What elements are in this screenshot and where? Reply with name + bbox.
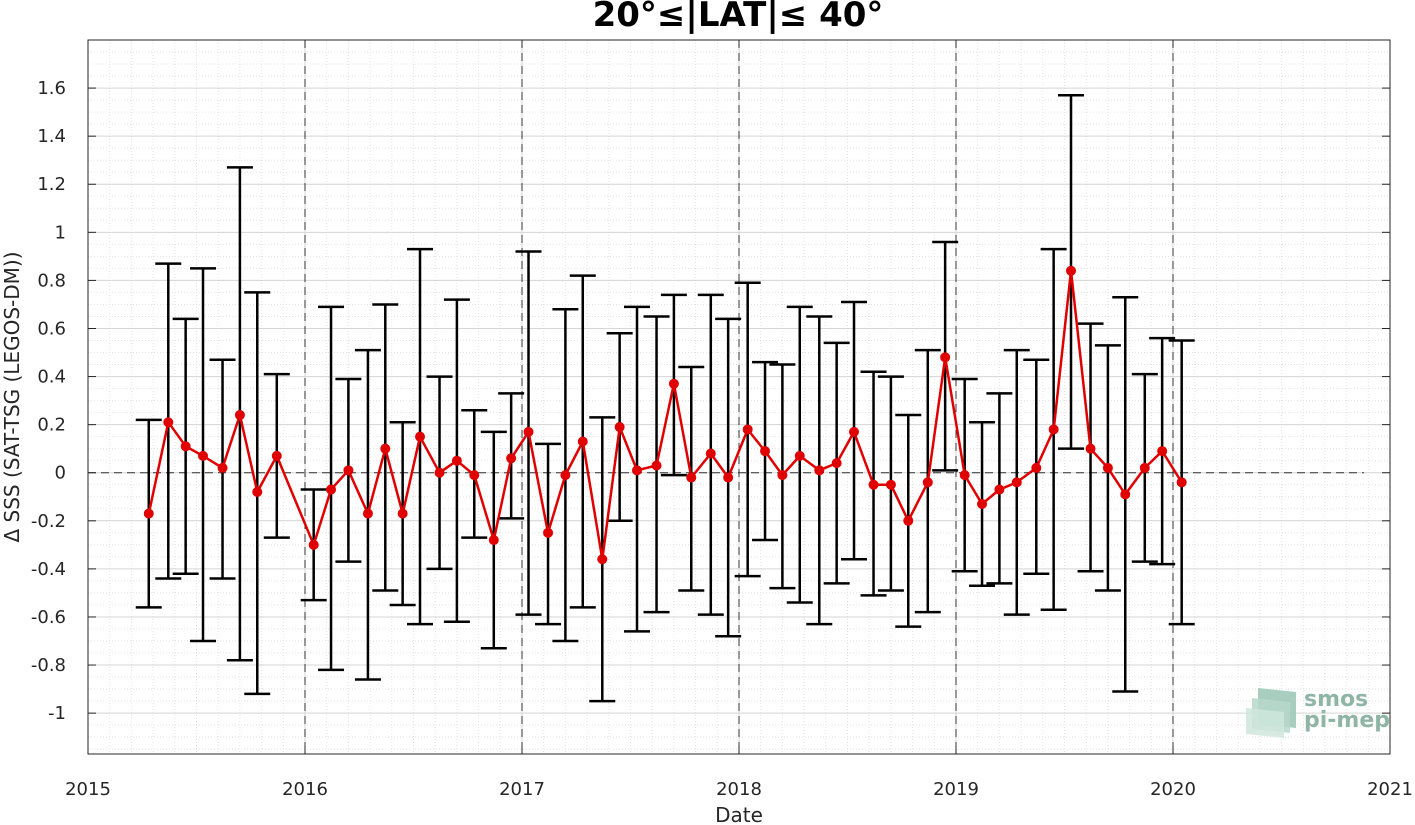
- chart-title: 20°≤|LAT|≤ 40°: [593, 0, 884, 35]
- data-point: [651, 460, 662, 471]
- data-point: [326, 484, 337, 495]
- data-point: [1031, 462, 1042, 473]
- data-point: [849, 426, 860, 437]
- data-point: [143, 508, 154, 519]
- y-tick-label: -0.2: [31, 511, 66, 532]
- x-tick-label: 2018: [716, 779, 762, 800]
- y-tick-label: 1.2: [37, 174, 66, 195]
- data-point: [1102, 462, 1113, 473]
- data-point: [217, 462, 228, 473]
- data-point: [180, 441, 191, 452]
- data-point: [885, 479, 896, 490]
- x-tick-label: 2015: [65, 779, 111, 800]
- y-tick-label: 0.2: [37, 415, 66, 436]
- data-point: [1066, 265, 1077, 276]
- y-tick-label: 0.6: [37, 318, 66, 339]
- data-point: [506, 453, 517, 464]
- ticks: [87, 40, 1391, 754]
- data-point: [959, 470, 970, 481]
- data-point: [1085, 443, 1096, 454]
- data-point: [252, 486, 263, 497]
- error-bars: [135, 94, 1195, 703]
- data-point: [940, 352, 951, 363]
- data-point: [560, 470, 571, 481]
- y-tick-label: -0.6: [31, 607, 66, 628]
- data-point: [1176, 477, 1187, 488]
- y-tick-label: -1: [48, 703, 66, 724]
- data-point: [977, 498, 988, 509]
- data-point: [451, 455, 462, 466]
- logo-text-pi-mep: pi-mep: [1304, 708, 1390, 733]
- data-point: [777, 470, 788, 481]
- data-point: [488, 535, 499, 546]
- x-tick-label: 2016: [282, 779, 328, 800]
- data-point: [994, 484, 1005, 495]
- data-point: [523, 426, 534, 437]
- data-point: [868, 479, 879, 490]
- y-tick-label: 0.4: [37, 367, 66, 388]
- y-tick-label: -0.8: [31, 655, 66, 676]
- data-point: [543, 527, 554, 538]
- data-point: [1157, 446, 1168, 457]
- y-tick-labels: 1.6 1.4 1.2 1 0.8 0.6 0.4 0.2 0 -0.2 -0.4 -0.6 -0.8 -…: [31, 78, 66, 724]
- y-tick-label: 1.6: [37, 78, 66, 99]
- data-point: [632, 465, 643, 476]
- x-tick-label: 2019: [933, 779, 979, 800]
- data-point: [903, 515, 914, 526]
- data-point: [831, 458, 842, 469]
- x-axis-label: Date: [715, 803, 763, 825]
- data-point: [415, 431, 426, 442]
- data-point: [723, 472, 734, 483]
- data-point: [434, 467, 445, 478]
- data-points: [143, 265, 1187, 565]
- series-line-path: [147, 269, 1183, 561]
- y-tick-label: 1: [55, 222, 66, 243]
- data-point: [163, 417, 174, 428]
- data-point: [362, 508, 373, 519]
- y-tick-label: -0.4: [31, 559, 66, 580]
- data-point: [577, 436, 588, 447]
- data-point: [1139, 462, 1150, 473]
- data-point: [1011, 477, 1022, 488]
- data-point: [668, 378, 679, 389]
- data-point: [814, 465, 825, 476]
- data-point: [705, 448, 716, 459]
- data-point: [397, 508, 408, 519]
- data-point: [794, 450, 805, 461]
- data-point: [271, 450, 282, 461]
- series-line: [147, 269, 1183, 561]
- logo-mark-icon: [1246, 688, 1296, 738]
- data-point: [1120, 489, 1131, 500]
- data-point: [686, 472, 697, 483]
- year-lines: [304, 40, 1174, 754]
- data-point: [922, 477, 933, 488]
- data-point: [234, 410, 245, 421]
- smos-pi-mep-logo: smos pi-mep: [1246, 687, 1390, 738]
- x-tick-label: 2021: [1367, 779, 1413, 800]
- data-point: [380, 443, 391, 454]
- x-tick-labels: 2015 2016 2017 2018 2019 2020 2021: [65, 779, 1413, 800]
- data-point: [742, 424, 753, 435]
- logo-text-smos: smos: [1304, 687, 1368, 712]
- y-tick-label: 0.8: [37, 270, 66, 291]
- data-point: [597, 554, 608, 565]
- data-point: [614, 422, 625, 433]
- y-tick-label: 0: [55, 463, 66, 484]
- x-tick-label: 2020: [1150, 779, 1196, 800]
- data-point: [1048, 424, 1059, 435]
- data-point: [343, 465, 354, 476]
- data-point: [308, 539, 319, 550]
- x-tick-label: 2017: [499, 779, 545, 800]
- y-axis-label: Δ SSS (SAT-TSG (LEGOS-DM)): [0, 251, 24, 542]
- data-point: [198, 450, 209, 461]
- data-point: [469, 470, 480, 481]
- y-tick-label: 1.4: [37, 126, 66, 147]
- data-point: [760, 446, 771, 457]
